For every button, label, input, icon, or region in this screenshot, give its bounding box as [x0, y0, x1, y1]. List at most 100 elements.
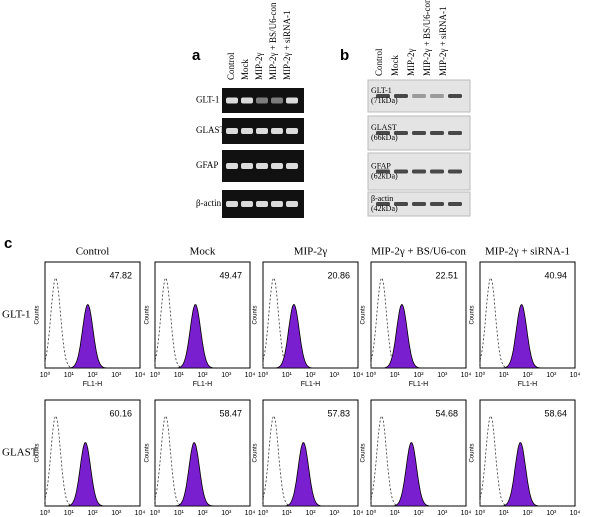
band	[376, 169, 390, 174]
x-tick-label: 10⁴	[461, 372, 472, 379]
x-tick-label: 10³	[111, 510, 122, 517]
band	[286, 201, 298, 207]
band	[430, 131, 444, 135]
x-tick-label: 10⁰	[366, 371, 377, 379]
column-title: MIP-2γ + siRNA-1	[485, 246, 570, 258]
column-title: Mock	[190, 246, 216, 258]
band	[376, 131, 390, 135]
stained-histogram	[371, 304, 466, 369]
band	[430, 202, 444, 206]
stained-histogram	[263, 442, 358, 507]
band	[241, 163, 253, 169]
y-axis-label: Counts	[145, 305, 151, 324]
y-axis-label: Counts	[253, 305, 259, 324]
y-axis-label: Counts	[145, 443, 151, 462]
x-tick-label: 10⁴	[570, 372, 581, 379]
x-tick-label: 10¹	[64, 372, 75, 379]
x-tick-label: 10⁰	[258, 509, 269, 517]
protein-label: β-actin	[371, 194, 393, 203]
band	[448, 169, 462, 174]
y-axis-label: Counts	[361, 443, 367, 462]
band	[412, 169, 426, 174]
column-title: MIP-2γ	[294, 246, 328, 258]
x-tick-label: 10³	[437, 372, 448, 379]
band	[394, 131, 408, 135]
percent-value: 58.47	[219, 408, 242, 418]
band	[376, 94, 390, 98]
stained-histogram	[45, 442, 140, 507]
y-axis-label: Counts	[361, 305, 367, 324]
band	[256, 201, 268, 207]
band	[286, 128, 298, 134]
x-tick-label: 10³	[221, 372, 232, 379]
x-tick-label: 10²	[87, 510, 98, 517]
band	[271, 163, 283, 169]
x-tick-label: 10⁴	[570, 510, 581, 517]
x-tick-label: 10²	[305, 510, 316, 517]
protein-label: GLT-1	[371, 86, 392, 95]
size-label: (62kDa)	[371, 171, 398, 180]
protein-label: GFAP	[371, 161, 391, 170]
band	[412, 94, 426, 98]
lane-label: Mock	[240, 59, 250, 80]
gene-label: β-actin	[196, 198, 222, 208]
x-tick-label: 10²	[87, 372, 98, 379]
x-tick-label: 10³	[221, 510, 232, 517]
band	[226, 163, 238, 169]
column-title: MIP-2γ + BS/U6-con	[371, 246, 466, 258]
y-axis-label: Counts	[470, 443, 476, 462]
x-tick-label: 10³	[546, 510, 557, 517]
percent-value: 47.82	[109, 270, 132, 280]
row-label: GLT-1	[2, 309, 31, 321]
band	[412, 202, 426, 206]
band	[271, 201, 283, 207]
panel-label: b	[340, 47, 349, 64]
y-axis-label: Counts	[35, 443, 41, 462]
lane-label: MIP-2γ + BS/U6-con	[268, 2, 278, 80]
gene-label: GLAST	[196, 125, 226, 135]
x-tick-label: 10⁴	[353, 510, 364, 517]
band	[241, 201, 253, 207]
band	[241, 128, 253, 134]
size-label: (66kDa)	[371, 133, 398, 142]
band	[394, 202, 408, 206]
band	[394, 94, 408, 98]
x-axis-label: FL1-H	[83, 381, 102, 388]
lane-label: MIP-2γ + BS/U6-con	[422, 0, 432, 76]
x-axis-label: FL1-H	[193, 381, 212, 388]
x-tick-label: 10²	[522, 510, 533, 517]
x-tick-label: 10⁰	[150, 371, 161, 379]
x-tick-label: 10⁰	[258, 371, 269, 379]
gene-label: GLT-1	[196, 95, 219, 105]
x-tick-label: 10⁰	[366, 509, 377, 517]
stained-histogram	[371, 442, 466, 507]
stained-histogram	[155, 304, 250, 369]
size-label: (71kDa)	[371, 96, 398, 105]
lane-label: MIP-2γ	[406, 48, 416, 76]
lane-label: Mock	[390, 55, 400, 76]
percent-value: 20.86	[327, 270, 350, 280]
percent-value: 57.83	[327, 408, 350, 418]
band	[448, 94, 462, 98]
x-tick-label: 10¹	[499, 510, 510, 517]
x-tick-label: 10⁴	[245, 372, 256, 379]
x-tick-label: 10⁴	[135, 372, 146, 379]
x-tick-label: 10³	[111, 372, 122, 379]
band	[286, 163, 298, 169]
x-tick-label: 10⁴	[461, 510, 472, 517]
lane-label: MIP-2γ + siRNA-1	[438, 6, 448, 76]
x-tick-label: 10²	[522, 372, 533, 379]
x-tick-label: 10⁴	[135, 510, 146, 517]
x-tick-label: 10¹	[64, 510, 75, 517]
band	[256, 128, 268, 134]
band	[394, 169, 408, 174]
x-tick-label: 10¹	[390, 510, 401, 517]
band	[271, 97, 283, 104]
x-tick-label: 10⁰	[40, 509, 51, 517]
size-label: (42kDa)	[371, 204, 398, 213]
x-tick-label: 10⁴	[245, 510, 256, 517]
x-tick-label: 10³	[329, 372, 340, 379]
x-tick-label: 10⁴	[353, 372, 364, 379]
